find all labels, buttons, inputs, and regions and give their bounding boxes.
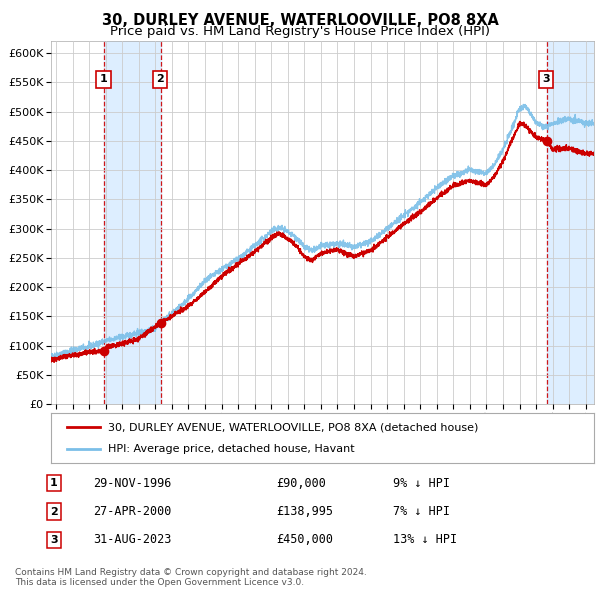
Text: 1: 1 — [100, 74, 107, 84]
Bar — [547, 41, 594, 404]
Text: 1: 1 — [50, 478, 58, 488]
Text: 29-NOV-1996: 29-NOV-1996 — [93, 477, 172, 490]
Text: £90,000: £90,000 — [276, 477, 326, 490]
Bar — [104, 41, 161, 404]
Text: 9% ↓ HPI: 9% ↓ HPI — [393, 477, 450, 490]
Text: 30, DURLEY AVENUE, WATERLOOVILLE, PO8 8XA: 30, DURLEY AVENUE, WATERLOOVILLE, PO8 8X… — [101, 13, 499, 28]
Text: 2: 2 — [156, 74, 164, 84]
Text: £138,995: £138,995 — [276, 505, 333, 518]
Text: 3: 3 — [542, 74, 550, 84]
Text: 31-AUG-2023: 31-AUG-2023 — [93, 533, 172, 546]
Text: Price paid vs. HM Land Registry's House Price Index (HPI): Price paid vs. HM Land Registry's House … — [110, 25, 490, 38]
Text: 13% ↓ HPI: 13% ↓ HPI — [393, 533, 457, 546]
Text: 2: 2 — [50, 507, 58, 516]
Text: 3: 3 — [50, 535, 58, 545]
Text: 27-APR-2000: 27-APR-2000 — [93, 505, 172, 518]
Text: Contains HM Land Registry data © Crown copyright and database right 2024.
This d: Contains HM Land Registry data © Crown c… — [15, 568, 367, 587]
Text: 30, DURLEY AVENUE, WATERLOOVILLE, PO8 8XA (detached house): 30, DURLEY AVENUE, WATERLOOVILLE, PO8 8X… — [108, 422, 478, 432]
Text: HPI: Average price, detached house, Havant: HPI: Average price, detached house, Hava… — [108, 444, 355, 454]
Text: 7% ↓ HPI: 7% ↓ HPI — [393, 505, 450, 518]
Text: £450,000: £450,000 — [276, 533, 333, 546]
Bar — [51, 41, 104, 404]
